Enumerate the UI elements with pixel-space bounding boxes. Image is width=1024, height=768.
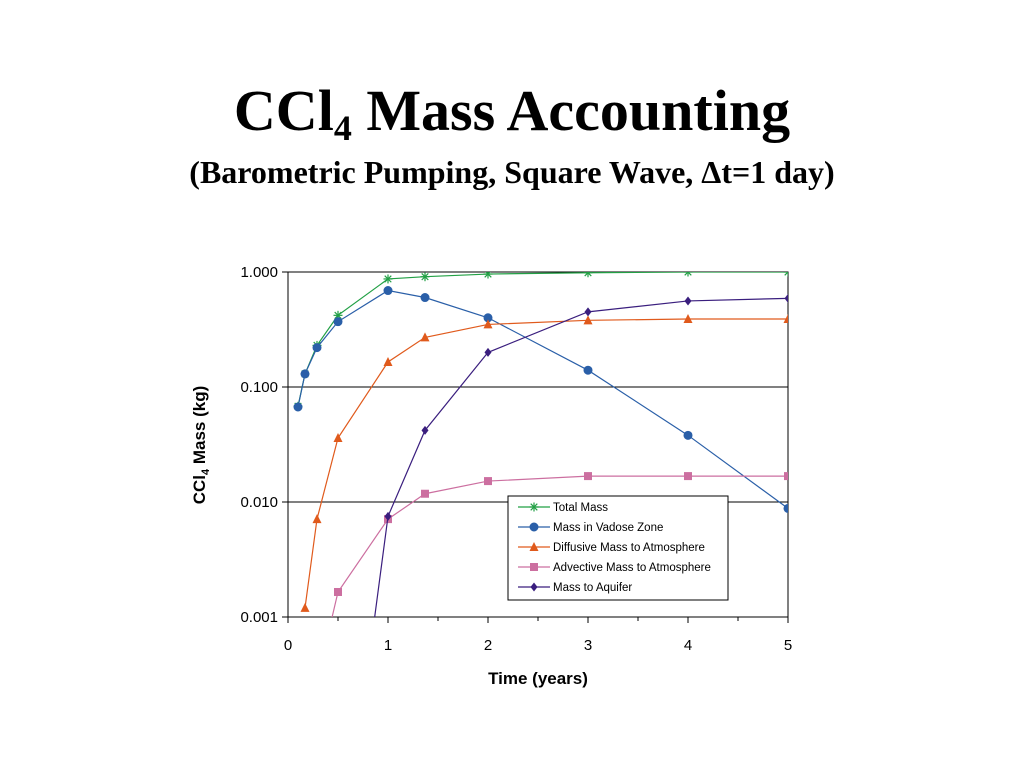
x-tick-label: 4 — [684, 637, 692, 654]
x-tick-label: 2 — [484, 637, 492, 654]
series-line — [331, 475, 788, 617]
data-point — [420, 332, 430, 342]
legend-box — [507, 495, 729, 601]
legend-entry: Advective Mass to Atmosphere — [518, 562, 711, 574]
legend-label: Mass to Aquifer — [553, 582, 632, 594]
series-layer — [293, 272, 788, 748]
title-main: CCl — [233, 78, 334, 143]
data-point — [293, 402, 303, 412]
data-point — [384, 511, 392, 521]
slide-title: CCl4 Mass Accounting — [0, 78, 1024, 146]
y-axis-title: CCl4 Mass (kg) — [190, 386, 212, 505]
data-point — [584, 472, 592, 481]
title-subscript: 4 — [333, 108, 352, 148]
data-point — [314, 673, 322, 681]
legend-entry: Total Mass — [518, 502, 608, 514]
data-point — [483, 319, 493, 329]
data-point — [383, 286, 393, 296]
data-point — [784, 293, 788, 303]
y-tick-label: 0.001 — [240, 609, 278, 626]
y-tick-label: 1.000 — [240, 264, 278, 281]
series-1 — [293, 286, 788, 513]
x-axis-title: Time (years) — [488, 669, 588, 688]
data-point — [334, 587, 342, 596]
legend-label: Diffusive Mass to Atmosphere — [553, 542, 705, 554]
data-point — [583, 315, 593, 325]
data-point — [355, 739, 362, 748]
data-point — [583, 272, 593, 278]
x-tick-label: 5 — [784, 637, 792, 654]
legend-marker — [530, 582, 538, 592]
data-point — [783, 314, 788, 324]
y-axis-title-rest: Mass (kg) — [190, 386, 209, 469]
data-point — [333, 317, 343, 327]
data-point — [300, 602, 310, 612]
y-tick-label: 0.100 — [240, 379, 278, 396]
data-point — [683, 430, 693, 440]
data-point — [683, 314, 693, 324]
data-point — [420, 293, 430, 303]
legend-label: Advective Mass to Atmosphere — [553, 562, 711, 574]
delta-symbol: Δ — [701, 154, 722, 190]
data-point — [584, 307, 592, 317]
y-axis-title-subscript: 4 — [200, 468, 212, 475]
series-2 — [300, 314, 788, 612]
tick-labels: 0.001 0.010 0.100 1.000 0 1 2 3 4 5 — [240, 264, 792, 654]
legend-entry: Mass to Aquifer — [518, 582, 632, 594]
legend-label: Mass in Vadose Zone — [553, 522, 663, 534]
legend: Total Mass Mass in Vadose Zone Diffusive M… — [507, 495, 729, 601]
title-rest: Mass Accounting — [351, 78, 791, 143]
data-point — [484, 477, 492, 486]
legend-marker — [529, 502, 539, 512]
data-point — [784, 472, 788, 481]
series-line — [297, 289, 788, 509]
data-point — [483, 272, 493, 279]
legend-marker — [529, 522, 539, 532]
x-tick-label: 0 — [284, 637, 292, 654]
legend-marker — [529, 542, 539, 551]
data-point — [420, 272, 430, 282]
subtitle-before: (Barometric Pumping, Square Wave, — [189, 154, 702, 190]
legend-marker — [530, 563, 538, 571]
series-0 — [293, 272, 788, 411]
y-axis-title-main: CCl — [190, 475, 209, 504]
legend-entry: Mass in Vadose Zone — [518, 522, 663, 534]
series-4 — [355, 293, 788, 748]
data-point — [421, 489, 429, 498]
data-point — [333, 433, 343, 443]
data-point — [312, 343, 322, 353]
data-point — [300, 369, 310, 379]
data-point — [783, 272, 788, 277]
data-point — [684, 472, 692, 481]
data-point — [783, 503, 788, 513]
subtitle-after: t=1 day) — [721, 154, 835, 190]
legend-label: Total Mass — [553, 502, 608, 514]
data-point — [421, 425, 429, 435]
data-point — [583, 365, 593, 375]
x-tick-label: 3 — [584, 637, 592, 654]
data-point — [484, 347, 492, 357]
legend-entry: Diffusive Mass to Atmosphere — [518, 542, 705, 554]
x-tick-label: 1 — [384, 637, 392, 654]
data-point — [383, 356, 393, 366]
data-point — [312, 514, 322, 524]
slide-subtitle: (Barometric Pumping, Square Wave, Δt=1 d… — [0, 152, 1024, 192]
data-point — [684, 296, 692, 306]
data-point — [383, 274, 393, 284]
axes-layer — [282, 271, 789, 623]
data-point — [683, 272, 693, 277]
y-tick-label: 0.010 — [240, 494, 278, 511]
